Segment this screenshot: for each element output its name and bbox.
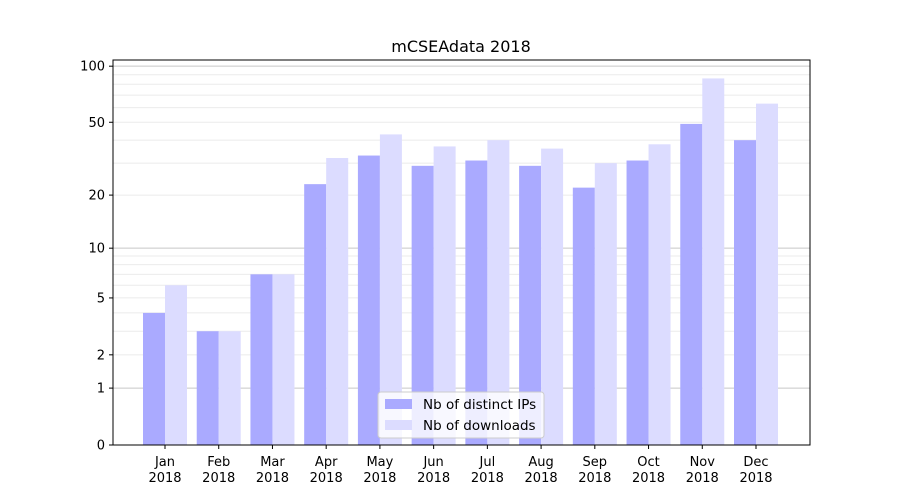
legend-label-ips: Nb of distinct IPs — [423, 397, 536, 413]
y-tick-label: 100 — [80, 60, 105, 75]
x-tick-label-year: 2018 — [148, 471, 181, 486]
bar-distinct-ips — [465, 160, 488, 445]
bar-distinct-ips — [680, 123, 703, 446]
legend-box — [377, 391, 545, 439]
bar-distinct-ips — [357, 155, 380, 446]
x-tick-label-year: 2018 — [632, 471, 665, 486]
bar-downloads — [165, 285, 187, 445]
x-tick-label-year: 2018 — [525, 471, 558, 486]
x-tick-label-month: Oct — [637, 455, 659, 470]
x-tick-label-month: Mar — [260, 455, 285, 470]
bar-distinct-ips — [250, 274, 273, 445]
x-tick-label-year: 2018 — [739, 471, 772, 486]
bar-distinct-ips — [572, 187, 595, 446]
bar-downloads — [433, 146, 456, 445]
plot-frame — [112, 59, 811, 446]
bar-distinct-ips — [519, 165, 542, 445]
x-tick-label-month: Jun — [422, 455, 443, 470]
x-tick-label-month: Apr — [315, 455, 338, 470]
bar-downloads — [379, 134, 402, 445]
x-tick-label-month: May — [366, 455, 393, 470]
y-tick-label: 20 — [88, 189, 105, 204]
x-tick-label-month: Nov — [690, 455, 716, 470]
grid — [113, 65, 810, 389]
x-tick-label-year: 2018 — [686, 471, 719, 486]
bar-downloads — [648, 144, 671, 445]
bar-downloads — [702, 78, 725, 446]
bar-distinct-ips — [196, 331, 219, 445]
x-tick-label-month: Aug — [528, 455, 553, 470]
y-axis: 0 1 2 5 10 20 50 100 — [80, 60, 113, 454]
bar-downloads — [594, 163, 617, 446]
bar-distinct-ips — [626, 160, 649, 445]
x-tick-label-year: 2018 — [471, 471, 504, 486]
y-tick-label: 1 — [97, 382, 105, 397]
legend-swatch-ips — [385, 399, 412, 409]
legend-swatch-downloads — [385, 420, 412, 430]
y-tick-label: 50 — [88, 116, 105, 131]
x-tick-label-month: Jan — [154, 455, 175, 470]
x-tick-label-month: Sep — [583, 455, 608, 470]
x-tick-label-year: 2018 — [363, 471, 396, 486]
x-tick-label-year: 2018 — [417, 471, 450, 486]
bar-distinct-ips — [734, 140, 756, 446]
y-tick-label: 0 — [97, 439, 105, 454]
y-tick-label: 2 — [97, 348, 105, 363]
bar-distinct-ips — [411, 165, 434, 445]
x-tick-label-year: 2018 — [310, 471, 343, 486]
y-tick-label: 10 — [88, 242, 105, 257]
bar-downloads — [541, 148, 564, 446]
bar-downloads — [487, 140, 510, 446]
bars — [143, 78, 778, 446]
x-axis: Jan2018Feb2018Mar2018Apr2018May2018Jun20… — [148, 445, 773, 486]
bar-downloads — [218, 331, 241, 445]
x-tick-label-month: Jul — [479, 455, 496, 470]
x-tick-label-year: 2018 — [202, 471, 235, 486]
x-tick-label-year: 2018 — [256, 471, 289, 486]
bar-downloads — [272, 274, 295, 445]
bar-distinct-ips — [304, 184, 327, 445]
bar-distinct-ips — [143, 312, 165, 445]
x-tick-label-month: Feb — [207, 455, 230, 470]
legend-label-downloads: Nb of downloads — [423, 418, 536, 434]
chart-title: mCSEAdata 2018 — [391, 37, 531, 56]
y-tick-label: 5 — [97, 291, 105, 306]
bar-downloads — [326, 158, 349, 446]
legend: Nb of distinct IPs Nb of downloads — [377, 391, 545, 439]
bar-downloads — [756, 103, 778, 445]
x-tick-label-year: 2018 — [578, 471, 611, 486]
x-tick-label-month: Dec — [743, 455, 768, 470]
